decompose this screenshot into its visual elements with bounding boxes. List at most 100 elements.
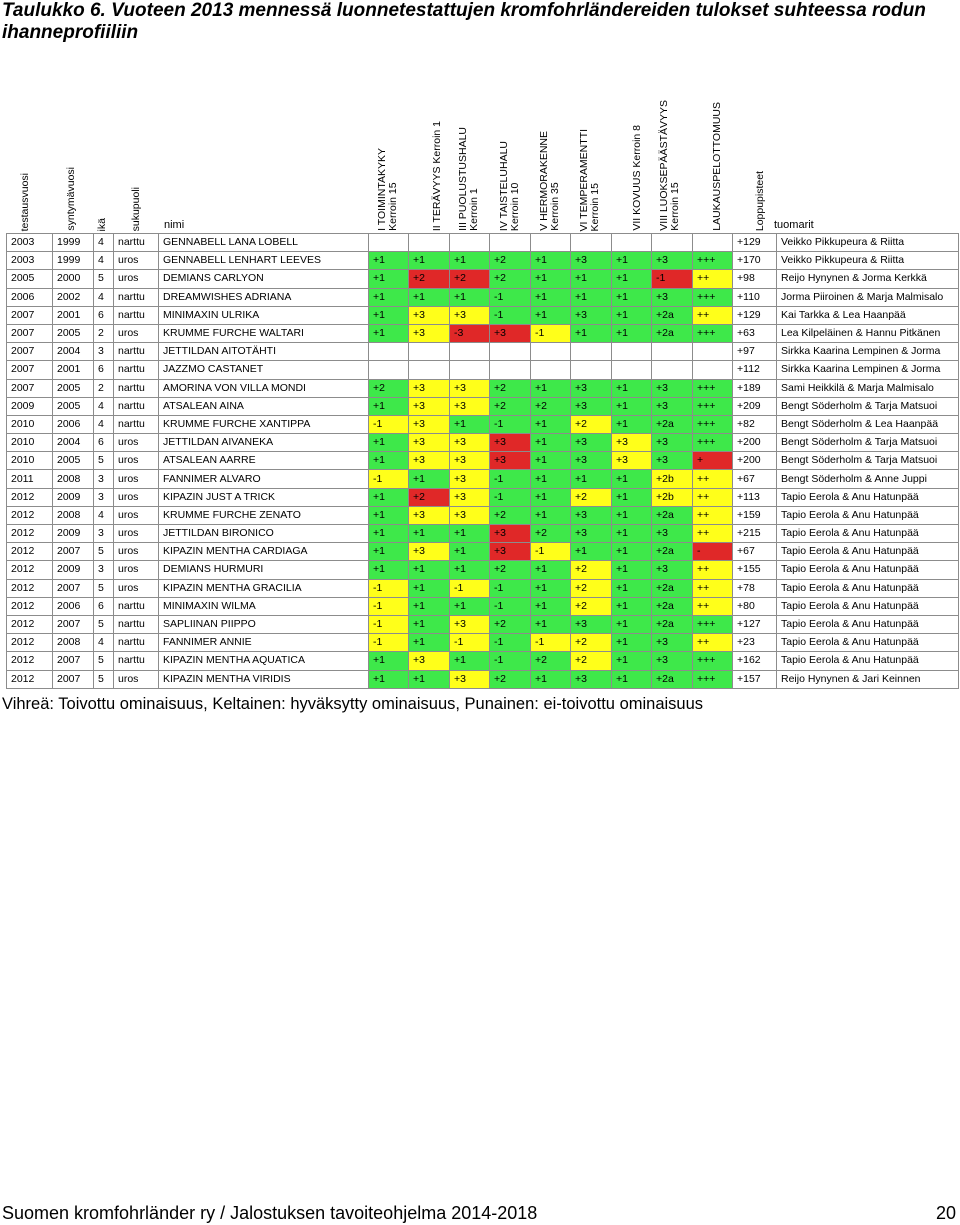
cell-sukupuoli: uros (113, 487, 159, 507)
cell-nimi: ATSALEAN AARRE (158, 451, 369, 471)
cell-sukupuoli: narttu (113, 232, 159, 253)
cell-trait-2: +1 (408, 578, 450, 598)
cell-trait-4: -1 (489, 469, 531, 489)
cell-loppupisteet: +67 (732, 469, 777, 489)
cell-trait-5: +1 (530, 505, 571, 526)
table-row: 2005 2000 5 uros DEMIANS CARLYON +1 +2 +2 +2 +1 +1… (6, 269, 959, 289)
cell-trait-9: +++ (692, 251, 733, 271)
cell-trait-7: +3 (611, 451, 652, 471)
cell-testausvuosi: 2003 (6, 232, 53, 253)
cell-trait-8: +3 (651, 451, 693, 471)
cell-loppupisteet: +200 (732, 433, 777, 453)
cell-trait-4: -1 (489, 651, 531, 671)
cell-ika: 5 (93, 269, 114, 289)
cell-loppupisteet: +215 (732, 523, 777, 544)
cell-trait-4: -1 (489, 287, 531, 307)
cell-loppupisteet: +78 (732, 578, 777, 598)
cell-testausvuosi: 2007 (6, 360, 53, 380)
cell-sukupuoli: uros (113, 669, 159, 689)
table-row: 2007 2004 3 narttu JETTILDAN AITOTÄHTI +97 Sir… (6, 342, 959, 362)
cell-trait-2: +3 (408, 414, 450, 435)
header-trait-3: III PUOLUSTUSHALU Kerroin 1 (457, 127, 480, 231)
header-tuomarit: tuomarit (774, 219, 814, 231)
cell-syntymavuosi: 2004 (52, 433, 94, 453)
cell-trait-8: +3 (651, 523, 693, 544)
table-header: testausvuosi syntymävuosi ikä sukupuoli … (6, 95, 957, 233)
cell-trait-8: +3 (651, 287, 693, 307)
cell-nimi: KRUMME FURCHE WALTARI (158, 323, 369, 344)
cell-syntymavuosi: 2007 (52, 542, 94, 562)
cell-trait-7: +1 (611, 396, 652, 416)
cell-trait-3: +1 (449, 560, 490, 580)
cell-ika: 4 (93, 505, 114, 526)
cell-trait-9: +++ (692, 414, 733, 435)
cell-nimi: KIPAZIN JUST A TRICK (158, 487, 369, 507)
cell-trait-5: +2 (530, 523, 571, 544)
cell-syntymavuosi: 2007 (52, 651, 94, 671)
cell-trait-8: +2a (651, 596, 693, 616)
cell-trait-3: +3 (449, 396, 490, 416)
cell-trait-6: +2 (570, 651, 612, 671)
cell-testausvuosi: 2012 (6, 633, 53, 653)
cell-sukupuoli: uros (113, 269, 159, 289)
cell-tuomarit: Sirkka Kaarina Lempinen & Jorma (776, 360, 959, 380)
cell-syntymavuosi: 2004 (52, 342, 94, 362)
cell-trait-3: +3 (449, 451, 490, 471)
cell-trait-8 (651, 360, 693, 380)
cell-trait-2: +2 (408, 269, 450, 289)
cell-loppupisteet: +209 (732, 396, 777, 416)
cell-syntymavuosi: 2001 (52, 305, 94, 325)
header-trait-1: I TOIMINTAKYKY Kerroin 15 (376, 148, 399, 231)
cell-trait-1: -1 (368, 414, 409, 435)
cell-trait-2: +1 (408, 669, 450, 689)
cell-tuomarit: Bengt Söderholm & Tarja Matsuoi (776, 433, 959, 453)
cell-tuomarit: Sirkka Kaarina Lempinen & Jorma (776, 342, 959, 362)
cell-syntymavuosi: 2009 (52, 560, 94, 580)
cell-trait-6: +1 (570, 469, 612, 489)
cell-testausvuosi: 2012 (6, 560, 53, 580)
cell-trait-9: +++ (692, 433, 733, 453)
cell-ika: 6 (93, 360, 114, 380)
cell-trait-2: +3 (408, 433, 450, 453)
cell-trait-6: +3 (570, 505, 612, 526)
cell-trait-3: +1 (449, 523, 490, 544)
cell-trait-6: +2 (570, 596, 612, 616)
cell-testausvuosi: 2010 (6, 433, 53, 453)
header-trait-9: LAUKAUSPELOTTOMUUS (711, 102, 723, 231)
cell-trait-7: +1 (611, 305, 652, 325)
cell-trait-7: +1 (611, 560, 652, 580)
cell-trait-2: +1 (408, 523, 450, 544)
cell-nimi: DEMIANS HURMURI (158, 560, 369, 580)
cell-trait-5: +1 (530, 469, 571, 489)
cell-trait-3: +3 (449, 433, 490, 453)
cell-tuomarit: Tapio Eerola & Anu Hatunpää (776, 560, 959, 580)
cell-trait-6: +3 (570, 396, 612, 416)
cell-ika: 5 (93, 651, 114, 671)
cell-trait-3: -3 (449, 323, 490, 344)
cell-trait-7: +1 (611, 669, 652, 689)
cell-trait-2: +3 (408, 323, 450, 344)
cell-testausvuosi: 2007 (6, 342, 53, 362)
table-row: 2010 2006 4 narttu KRUMME FURCHE XANTIPPA -1 +… (6, 414, 959, 435)
cell-loppupisteet: +200 (732, 451, 777, 471)
cell-trait-5: +1 (530, 596, 571, 616)
cell-trait-9: ++ (692, 487, 733, 507)
cell-trait-9: +++ (692, 323, 733, 344)
cell-trait-1 (368, 342, 409, 362)
table-row: 2003 1999 4 uros GENNABELL LENHART LEEVES +1 +… (6, 251, 959, 271)
cell-trait-7: +1 (611, 251, 652, 271)
cell-trait-1: +1 (368, 523, 409, 544)
table-row: 2012 2007 5 narttu SAPLIINAN PIIPPO -1 +1 +3 +2 +… (6, 614, 959, 635)
cell-trait-8: +2a (651, 578, 693, 598)
cell-trait-6 (570, 360, 612, 380)
cell-sukupuoli: narttu (113, 305, 159, 325)
cell-testausvuosi: 2010 (6, 414, 53, 435)
cell-loppupisteet: +67 (732, 542, 777, 562)
cell-trait-2 (408, 342, 450, 362)
cell-ika: 6 (93, 305, 114, 325)
cell-trait-7: +1 (611, 614, 652, 635)
cell-trait-7 (611, 360, 652, 380)
cell-tuomarit: Veikko Pikkupeura & Riitta (776, 232, 959, 253)
cell-trait-9: +++ (692, 396, 733, 416)
cell-trait-6: +2 (570, 487, 612, 507)
